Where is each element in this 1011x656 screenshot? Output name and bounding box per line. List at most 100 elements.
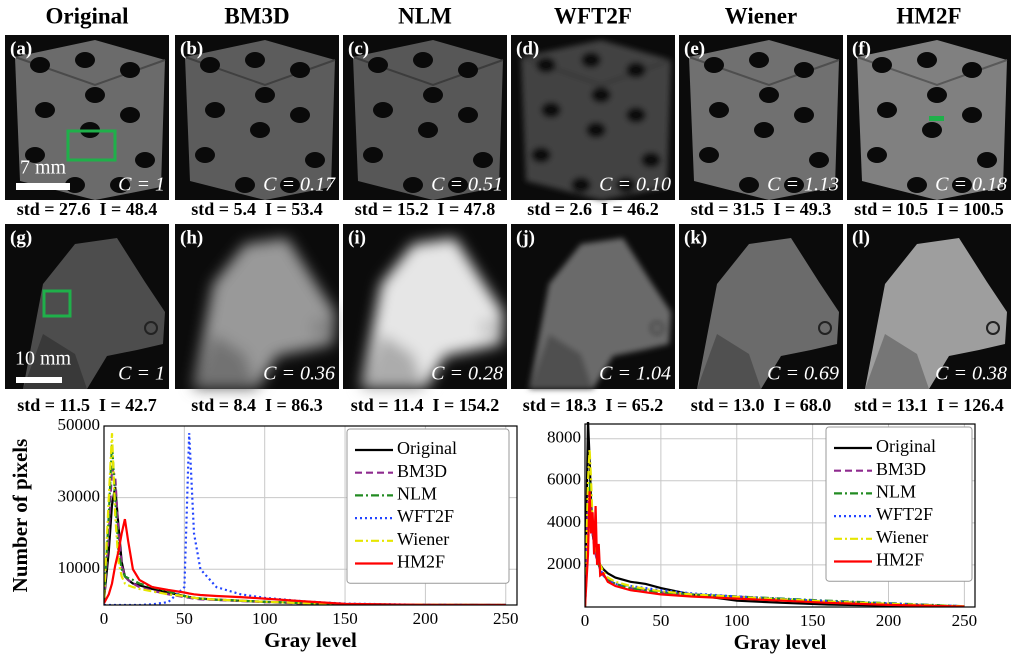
y-tick-label: 6000: [547, 470, 581, 489]
legend-label: Wiener: [397, 529, 449, 549]
contrast-label: C = 0.51: [431, 174, 503, 196]
horse: [193, 238, 335, 389]
dice-dot: [363, 147, 383, 163]
y-tick-label: 2000: [547, 554, 581, 573]
stats-label: std = 27.6 I = 48.4: [17, 199, 158, 219]
dice-dot: [448, 177, 468, 193]
horse: [697, 238, 839, 389]
image-panel: (a) C = 1: [5, 35, 169, 200]
series-line: [585, 491, 965, 607]
dice-dot: [205, 102, 225, 118]
dice-dot: [794, 62, 814, 78]
image-panel: (l) C = 0.38: [847, 224, 1011, 389]
panel-label: (i): [348, 227, 366, 248]
y-tick-label: 50000: [58, 415, 101, 434]
image-panel: (c) C = 0.51: [343, 35, 507, 200]
column-header: Original: [45, 3, 128, 28]
y-tick-label: 8000: [547, 428, 581, 447]
contrast-label: C = 0.28: [431, 363, 503, 385]
horse-eye: [482, 321, 496, 335]
column-header: BM3D: [224, 3, 289, 28]
contrast-label: C = 1.04: [599, 363, 671, 385]
x-tick-label: 150: [800, 611, 826, 630]
dice-dot: [917, 52, 937, 68]
image-panel: (h) C = 0.36: [175, 224, 339, 389]
horse-eye: [986, 321, 1000, 335]
column-header: WFT2F: [554, 3, 632, 28]
x-tick-label: 0: [100, 609, 109, 628]
legend-box: [346, 428, 510, 584]
dice-dot: [536, 57, 556, 73]
legend-box: [825, 426, 973, 582]
dice-dot: [927, 87, 947, 103]
dice-dot: [616, 177, 636, 193]
dice-dot: [749, 52, 769, 68]
horse-eye: [650, 321, 664, 335]
legend-label: NLM: [876, 482, 916, 502]
dice-dot: [373, 102, 393, 118]
dice-dot: [541, 102, 561, 118]
dice-dot: [290, 107, 310, 123]
x-axis-label: Gray level: [264, 628, 357, 652]
contrast-label: C = 0.38: [935, 363, 1007, 385]
panel-label: (j): [516, 227, 535, 248]
dice-dot: [739, 177, 759, 193]
legend-label: BM3D: [397, 461, 447, 481]
dice-body: [353, 40, 503, 200]
dice-dot: [413, 52, 433, 68]
horse: [23, 238, 165, 389]
dice-dot: [473, 152, 493, 168]
plot-frame: [103, 425, 518, 606]
legend-label: Original: [397, 438, 457, 458]
dice-dot: [867, 147, 887, 163]
dice-dot: [809, 152, 829, 168]
dice: [352, 40, 504, 200]
x-tick-label: 150: [332, 609, 358, 628]
stats-label: std = 13.1 I = 126.4: [854, 395, 1004, 415]
dice-dot: [962, 107, 982, 123]
dice-dot: [977, 152, 997, 168]
column-header: NLM: [398, 3, 452, 28]
x-tick-label: 200: [413, 609, 439, 628]
dice-dot: [922, 122, 942, 138]
image-panel: (j) C = 1.04: [511, 224, 675, 389]
dice-dot: [626, 62, 646, 78]
legend-label: HM2F: [876, 550, 924, 570]
legend-label: HM2F: [397, 552, 445, 572]
x-tick-label: 50: [176, 609, 193, 628]
dice: [14, 40, 166, 200]
dice-dot: [85, 87, 105, 103]
dice-dot: [754, 122, 774, 138]
dice-dot: [120, 107, 140, 123]
dice-dot: [586, 122, 606, 138]
series-line: [104, 433, 506, 605]
legend-label: WFT2F: [876, 504, 933, 524]
dice-dot: [35, 102, 55, 118]
dice-dot: [403, 177, 423, 193]
image-panel: (i) C = 0.28: [343, 224, 507, 389]
x-tick-label: 100: [252, 609, 278, 628]
roi: [42, 289, 72, 318]
y-tick-label: 10000: [58, 558, 101, 577]
scale-bar: [16, 377, 62, 383]
dice-body: [521, 40, 671, 200]
dice-dot: [255, 87, 275, 103]
panel-label: (f): [852, 38, 871, 59]
legend-label: BM3D: [876, 459, 926, 479]
legend-label: WFT2F: [397, 506, 454, 526]
dice-dot: [641, 152, 661, 168]
dice-dot: [75, 52, 95, 68]
legend-label: NLM: [397, 484, 437, 504]
dice-dot: [877, 102, 897, 118]
panel-label: (h): [180, 227, 203, 248]
dice-dot: [250, 122, 270, 138]
y-tick-label: 4000: [547, 512, 581, 531]
stats-label: std = 10.5 I = 100.5: [854, 199, 1004, 219]
dice-body: [689, 40, 839, 200]
contrast-label: C = 1.13: [767, 174, 839, 196]
x-tick-label: 200: [876, 611, 902, 630]
horse: [529, 238, 671, 389]
dice-dot: [110, 177, 130, 193]
y-tick-label: 30000: [58, 487, 101, 506]
